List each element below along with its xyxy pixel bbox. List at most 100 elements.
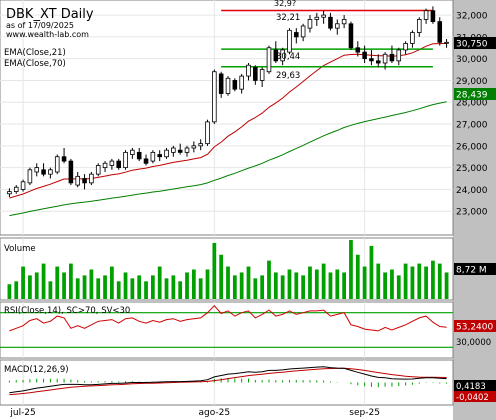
candle-up <box>102 162 108 169</box>
candle-down <box>82 178 87 184</box>
volume-bar <box>267 260 271 299</box>
volume-bar <box>369 245 374 299</box>
volume-bar <box>376 263 381 299</box>
candle-up <box>212 71 217 123</box>
volume-bar <box>191 269 196 299</box>
ema70-polyline <box>9 101 447 217</box>
price-tick-label: 23,000 <box>456 208 488 218</box>
volume-bar <box>219 254 224 299</box>
volume-tag: 8,72 M <box>456 266 487 276</box>
macd-tag: 0,4183 <box>456 382 486 392</box>
volume-bar <box>48 281 53 299</box>
candle-down <box>369 58 374 62</box>
volume-bar <box>403 263 408 299</box>
volume-bar <box>75 278 80 299</box>
volume-bar <box>14 281 19 299</box>
candle-down <box>177 149 183 153</box>
volume-bar <box>185 272 189 299</box>
candle-up <box>341 19 347 25</box>
volume-bar <box>157 266 162 299</box>
volume-bar <box>246 266 251 299</box>
candle-up <box>7 191 12 195</box>
candle-up <box>410 32 415 44</box>
right-axis-band <box>453 0 496 420</box>
level-label-support-1: 30,44 <box>276 52 300 62</box>
candle-up <box>259 69 265 81</box>
candle-up <box>423 10 429 20</box>
candle-down <box>348 23 354 49</box>
volume-bar <box>362 266 367 299</box>
volume-bar <box>82 275 87 299</box>
volume-bar <box>28 275 32 299</box>
volume-bar <box>21 266 25 299</box>
volume-bar <box>144 281 148 299</box>
volume-bar <box>431 260 435 299</box>
volume-bar <box>69 263 73 299</box>
volume-bar <box>89 269 94 299</box>
candle-up <box>335 23 340 29</box>
volume-bar <box>349 240 353 299</box>
candle-up <box>95 165 101 175</box>
candle-down <box>136 151 142 160</box>
x-tick-label: jul-25 <box>9 408 35 418</box>
volume-bar <box>96 278 101 299</box>
candle-up <box>89 173 94 184</box>
volume-bar <box>396 275 401 299</box>
volume-bar <box>239 272 244 299</box>
volume-bar <box>178 281 183 299</box>
volume-bar <box>321 263 326 299</box>
ema70-line <box>9 101 447 217</box>
macd-polyline <box>9 366 447 394</box>
candle-up <box>307 19 313 29</box>
price-tick-label: 30,000 <box>456 55 488 65</box>
volume-bar <box>301 275 306 299</box>
volume-bar <box>253 278 258 299</box>
price-tick-label: 26,000 <box>456 142 488 152</box>
volume-bar <box>198 278 203 299</box>
rsi-polyline <box>9 304 447 332</box>
macd-tag-bg <box>454 380 496 391</box>
price-tick-label: 29,000 <box>456 77 488 87</box>
volume-bar <box>212 242 217 299</box>
candle-up <box>396 49 402 62</box>
rsi-legend: RSI(Close,14), SC>70, SV<30 <box>4 306 130 316</box>
candle-down <box>232 80 238 90</box>
volume-bar <box>273 272 278 299</box>
volume-bar <box>383 272 387 299</box>
candle-up <box>266 47 272 73</box>
volume-bar <box>410 266 415 299</box>
price-tick-label: 27,000 <box>456 121 488 131</box>
candle-up <box>403 43 408 51</box>
candle-down <box>68 160 74 184</box>
chart-title: DBK_XT Daily <box>6 7 94 22</box>
volume-bar <box>205 269 210 299</box>
volume-bar <box>130 278 135 299</box>
volume-bar <box>424 266 428 299</box>
volume-bar <box>287 269 292 299</box>
support-resistance-lines <box>221 9 433 68</box>
volume-bar <box>355 254 360 299</box>
volume-bar <box>232 275 237 299</box>
volume-bar <box>41 263 46 299</box>
candle-down <box>143 158 149 164</box>
volume-bar <box>34 272 39 299</box>
volume-bar <box>437 263 442 299</box>
level-label-resistance: 32,21 <box>276 13 300 23</box>
x-tick-label: ago-25 <box>199 408 231 418</box>
price-tick-label: 28,000 <box>456 99 488 109</box>
last-price-tag: 30,750 <box>456 40 488 50</box>
candle-up <box>184 147 190 153</box>
candle-down <box>41 169 46 175</box>
volume-bar <box>150 275 155 299</box>
volume-bar <box>116 281 121 299</box>
candle-up <box>280 49 285 62</box>
volume-bar <box>7 284 12 299</box>
candle-up <box>109 160 115 166</box>
candle-up <box>382 53 388 64</box>
volume-bars <box>7 240 449 299</box>
volume-bar <box>314 269 319 299</box>
candle-up <box>13 186 19 192</box>
candle-up <box>246 64 251 77</box>
ema70-tag-bg <box>454 88 496 100</box>
candle-up <box>164 149 169 158</box>
